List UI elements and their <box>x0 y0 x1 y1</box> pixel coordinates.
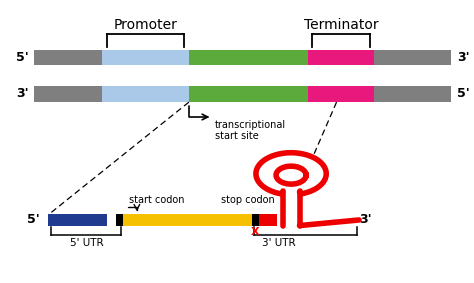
Bar <box>34 86 102 102</box>
Bar <box>189 86 309 102</box>
Text: 3': 3' <box>359 213 372 226</box>
Bar <box>252 214 259 226</box>
Text: 3': 3' <box>457 51 470 64</box>
Text: 3' UTR: 3' UTR <box>262 238 295 248</box>
Text: 5': 5' <box>16 51 28 64</box>
Text: 5': 5' <box>27 213 40 226</box>
Bar <box>102 86 189 102</box>
Bar <box>259 214 277 226</box>
Bar <box>34 50 102 65</box>
Bar <box>309 50 374 65</box>
Bar <box>116 214 123 226</box>
Text: 3': 3' <box>16 87 28 100</box>
Text: Terminator: Terminator <box>304 18 379 32</box>
Text: Promoter: Promoter <box>114 18 177 32</box>
Bar <box>309 86 374 102</box>
Bar <box>374 50 451 65</box>
Text: stop codon: stop codon <box>220 194 274 205</box>
Bar <box>48 214 107 226</box>
Text: 5': 5' <box>457 87 470 100</box>
Polygon shape <box>276 166 306 184</box>
Text: start codon: start codon <box>129 194 184 205</box>
Text: transcriptional
start site: transcriptional start site <box>215 120 286 142</box>
Bar <box>374 86 451 102</box>
Text: X: X <box>251 227 260 237</box>
Bar <box>102 50 189 65</box>
Bar <box>189 50 309 65</box>
Bar <box>123 214 252 226</box>
Text: 5' UTR: 5' UTR <box>70 238 104 248</box>
